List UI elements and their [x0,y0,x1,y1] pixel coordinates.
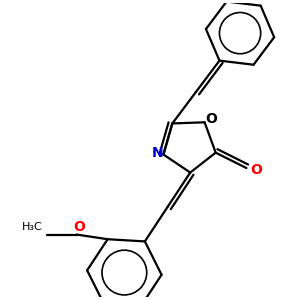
Text: O: O [250,163,262,177]
Text: O: O [74,220,86,234]
Text: O: O [206,112,218,126]
Text: H₃C: H₃C [22,222,42,232]
Text: N: N [152,146,164,160]
